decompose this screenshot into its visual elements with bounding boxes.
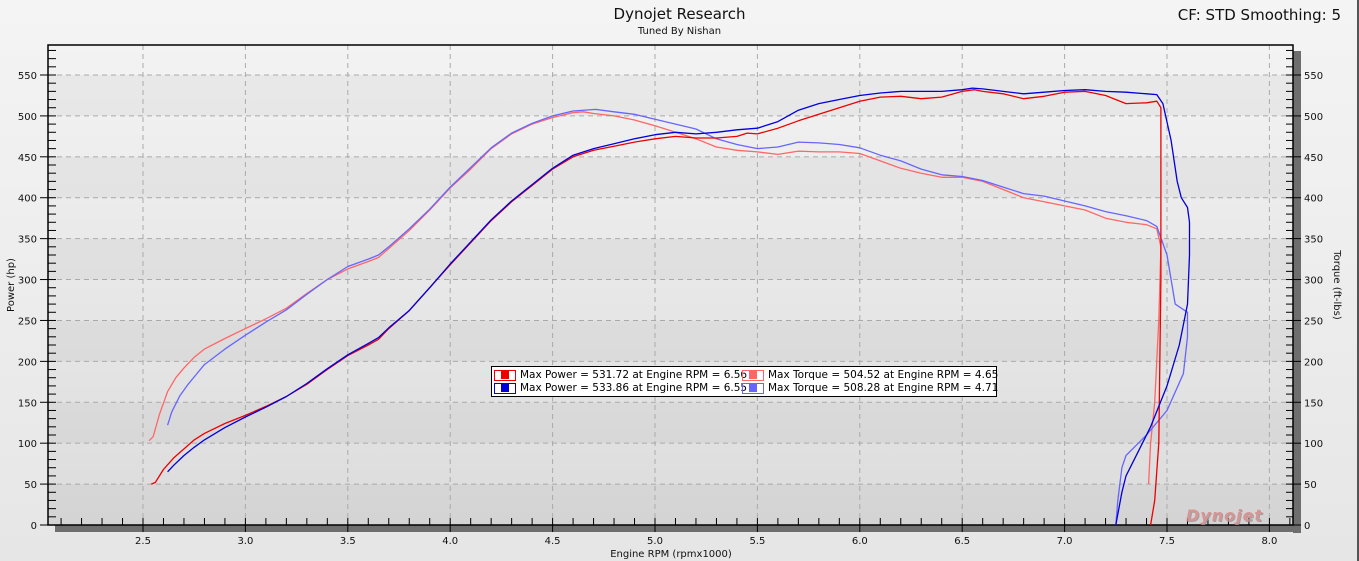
grid-band bbox=[48, 157, 1293, 198]
y2-tick-label: 150 bbox=[1304, 398, 1323, 409]
legend-item: Max Torque = 504.52 at Engine RPM = 4.65 bbox=[740, 368, 998, 382]
x-tick-label: 7.0 bbox=[1057, 536, 1073, 547]
window-edge bbox=[1357, 0, 1359, 561]
x-tick-label: 2.5 bbox=[135, 536, 151, 547]
grid-band bbox=[48, 484, 1293, 525]
dynojet-logo: Dynojet bbox=[1186, 506, 1264, 525]
y2-tick-label: 50 bbox=[1304, 480, 1317, 491]
x-tick-label: 8.0 bbox=[1261, 536, 1277, 547]
y2-tick-label: 500 bbox=[1304, 112, 1323, 123]
plot-frame bbox=[47, 44, 1294, 526]
y-tick-label: 350 bbox=[18, 235, 37, 246]
x-tick-label: 3.5 bbox=[340, 536, 356, 547]
frame-shadow-bottom bbox=[55, 525, 1301, 532]
y2-tick-label: 250 bbox=[1304, 316, 1323, 327]
y2-axis-title: Torque (ft-lbs) bbox=[1331, 249, 1342, 320]
legend-label: Max Torque = 508.28 at Engine RPM = 4.71 bbox=[768, 382, 999, 394]
legend-swatch bbox=[494, 382, 516, 394]
y-tick-label: 0 bbox=[31, 521, 37, 532]
legend-label: Max Power = 533.86 at Engine RPM = 6.55 bbox=[520, 382, 748, 394]
y-tick-label: 500 bbox=[18, 112, 37, 123]
legend-label: Max Torque = 504.52 at Engine RPM = 4.65 bbox=[768, 369, 999, 381]
legend-swatch bbox=[494, 369, 516, 381]
x-tick-label: 6.0 bbox=[852, 536, 868, 547]
y-tick-label: 450 bbox=[18, 153, 37, 164]
torque-curve bbox=[148, 111, 1162, 485]
grid-band bbox=[48, 320, 1293, 361]
x-tick-label: 6.5 bbox=[954, 536, 970, 547]
legend-item: Max Torque = 508.28 at Engine RPM = 4.71 bbox=[740, 381, 998, 395]
y-tick-label: 150 bbox=[18, 398, 37, 409]
chart-title: Dynojet Research bbox=[613, 5, 746, 23]
y2-tick-label: 550 bbox=[1304, 71, 1323, 82]
y2-tick-label: 0 bbox=[1304, 521, 1310, 532]
grid-band bbox=[48, 239, 1293, 280]
legend-swatch bbox=[742, 369, 764, 381]
x-tick-label: 4.0 bbox=[442, 536, 458, 547]
x-tick-label: 5.0 bbox=[647, 536, 663, 547]
y2-tick-label: 450 bbox=[1304, 153, 1323, 164]
x-tick-label: 5.5 bbox=[749, 536, 765, 547]
x-tick-label: 4.5 bbox=[545, 536, 561, 547]
power-curve bbox=[167, 87, 1191, 526]
legend-item: Max Power = 531.72 at Engine RPM = 6.56 bbox=[492, 368, 747, 382]
y2-tick-label: 350 bbox=[1304, 235, 1323, 246]
x-tick-label: 7.5 bbox=[1159, 536, 1175, 547]
y-tick-label: 50 bbox=[24, 480, 37, 491]
legend-label: Max Power = 531.72 at Engine RPM = 6.56 bbox=[520, 369, 748, 381]
chart-subtitle: Tuned By Nishan bbox=[637, 26, 722, 37]
y2-tick-label: 200 bbox=[1304, 357, 1323, 368]
plot-area bbox=[48, 45, 1293, 525]
y-tick-label: 550 bbox=[18, 71, 37, 82]
x-tick-label: 3.0 bbox=[237, 536, 253, 547]
y-tick-label: 100 bbox=[18, 439, 37, 450]
correction-factor-label: CF: STD Smoothing: 5 bbox=[1177, 6, 1341, 24]
frame-shadow-right bbox=[1293, 51, 1301, 533]
y2-tick-label: 100 bbox=[1304, 439, 1323, 450]
legend-swatch bbox=[742, 382, 764, 394]
y-tick-label: 200 bbox=[18, 357, 37, 368]
y2-tick-label: 300 bbox=[1304, 276, 1323, 287]
y-tick-label: 250 bbox=[18, 316, 37, 327]
y-tick-label: 400 bbox=[18, 194, 37, 205]
torque-curve bbox=[166, 108, 1189, 526]
y2-tick-label: 400 bbox=[1304, 194, 1323, 205]
legend-item: Max Power = 533.86 at Engine RPM = 6.55 bbox=[492, 381, 747, 395]
x-axis-title: Engine RPM (rpmx1000) bbox=[610, 549, 732, 560]
y-tick-label: 300 bbox=[18, 276, 37, 287]
chart-legend: Max Power = 531.72 at Engine RPM = 6.56 … bbox=[491, 366, 998, 397]
y-axis-title: Power (hp) bbox=[6, 258, 17, 312]
